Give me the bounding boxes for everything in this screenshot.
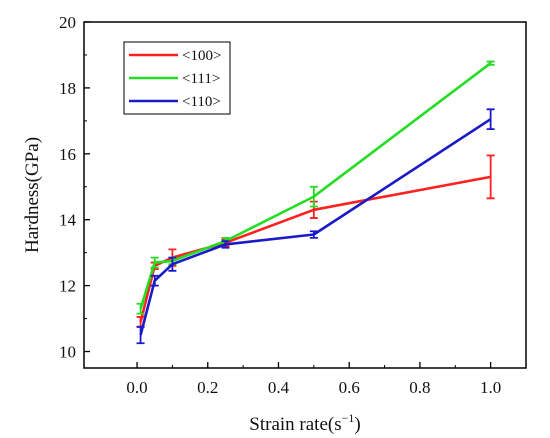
legend: <100> <111> <110>: [123, 41, 231, 115]
y-tick-label: 20: [59, 13, 76, 32]
ticks-layer: 0.0 0.2 0.4 0.6 0.8 1.0 10 12 14 16 18 20: [59, 13, 501, 397]
error-bar: [486, 108, 495, 130]
legend-label: <100>: [182, 48, 221, 64]
error-bar: [486, 60, 495, 66]
x-tick-label: 0.8: [409, 378, 430, 397]
error-bar: [150, 256, 159, 269]
y-tick-label: 16: [59, 145, 76, 164]
series-line-0: [139, 175, 491, 323]
x-axis-title-main: Strain rate(s: [249, 414, 341, 435]
series-line-2: [139, 118, 492, 336]
x-tick-label: 1.0: [480, 378, 501, 397]
plot-frame: [83, 21, 527, 369]
error-bar: [136, 325, 145, 345]
x-tick-label: 0.6: [339, 378, 360, 397]
x-tick-label: 0.2: [197, 378, 218, 397]
data-layer: [136, 60, 495, 345]
legend-label: <110>: [182, 94, 221, 110]
y-tick-label: 10: [59, 343, 76, 362]
y-tick-label: 14: [59, 211, 77, 230]
error-bar: [309, 185, 318, 208]
error-bar: [150, 274, 159, 287]
error-bar: [309, 230, 318, 239]
x-axis-title-close: ): [354, 414, 360, 435]
x-tick-label: 0.0: [126, 378, 147, 397]
error-bar: [221, 240, 230, 249]
y-tick-label: 18: [59, 79, 76, 98]
x-axis-title-sup: −1: [342, 411, 355, 425]
legend-label: <111>: [182, 71, 220, 87]
x-tick-label: 0.4: [268, 378, 290, 397]
y-tick-label: 12: [59, 277, 76, 296]
error-bar: [168, 256, 177, 272]
x-axis-title: Strain rate(s−1): [249, 411, 360, 435]
series-line-1: [139, 62, 492, 310]
y-axis-title: Hardness(GPa): [22, 137, 43, 253]
error-bar: [486, 154, 495, 200]
error-bar: [136, 302, 145, 315]
